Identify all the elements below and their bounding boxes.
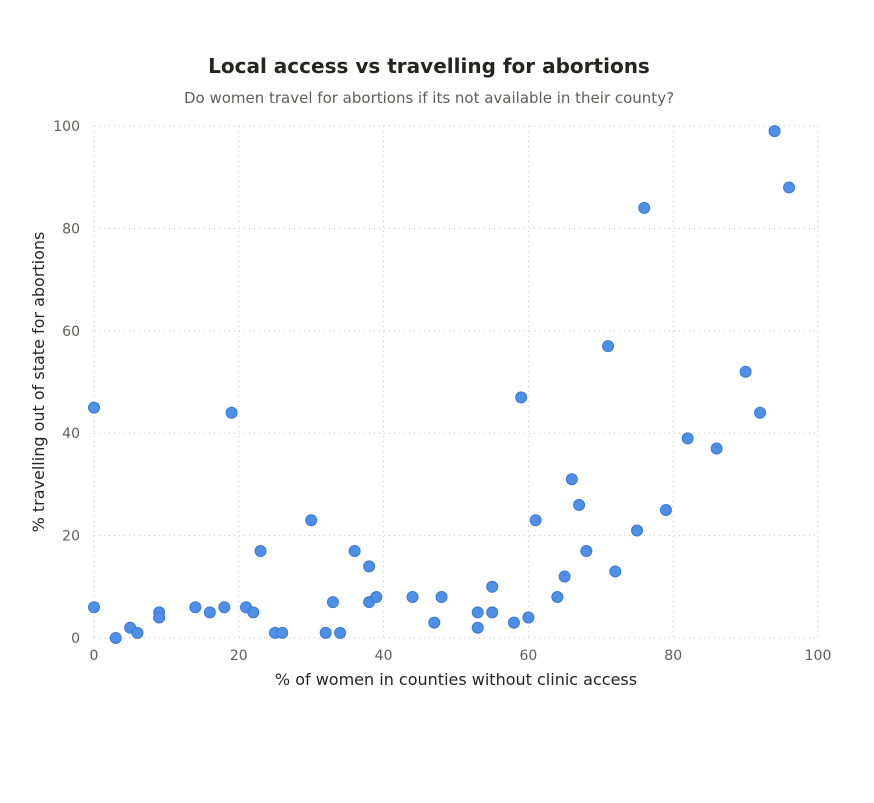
data-point[interactable] (638, 201, 651, 214)
data-point[interactable] (247, 606, 260, 619)
data-point[interactable] (515, 391, 528, 404)
data-point[interactable] (471, 606, 484, 619)
data-point[interactable] (739, 365, 752, 378)
data-point[interactable] (276, 626, 289, 639)
data-point[interactable] (153, 611, 166, 624)
data-point[interactable] (406, 591, 419, 604)
data-point[interactable] (225, 406, 238, 419)
gridlines (93, 125, 819, 639)
data-point[interactable] (88, 401, 100, 414)
data-point[interactable] (203, 606, 216, 619)
data-point[interactable] (254, 544, 267, 557)
chart-subtitle: Do women travel for abortions if its not… (184, 89, 674, 107)
x-tick-label: 40 (375, 648, 393, 664)
data-point[interactable] (486, 580, 499, 593)
data-point[interactable] (558, 570, 571, 583)
x-tick-label: 100 (805, 648, 832, 664)
data-point[interactable] (189, 601, 202, 614)
data-point[interactable] (218, 601, 231, 614)
data-point[interactable] (507, 616, 520, 629)
y-tick-label: 0 (71, 631, 80, 647)
data-point[interactable] (486, 606, 499, 619)
data-point[interactable] (522, 611, 535, 624)
x-tick-label: 60 (519, 648, 537, 664)
data-point[interactable] (529, 514, 542, 527)
data-point[interactable] (710, 442, 723, 455)
y-tick-label: 20 (62, 529, 80, 545)
data-point[interactable] (659, 504, 672, 516)
data-point[interactable] (109, 632, 122, 644)
data-point[interactable] (370, 591, 383, 604)
data-point[interactable] (428, 616, 441, 629)
data-point[interactable] (326, 596, 339, 609)
x-tick-label: 80 (664, 648, 682, 664)
data-point[interactable] (348, 544, 361, 557)
data-points (88, 125, 796, 644)
data-point[interactable] (580, 544, 593, 557)
data-point[interactable] (334, 626, 347, 639)
data-point[interactable] (471, 621, 484, 634)
data-point[interactable] (131, 626, 144, 639)
x-tick-label: 0 (90, 648, 99, 664)
x-axis-title: % of women in counties without clinic ac… (275, 670, 637, 689)
data-point[interactable] (768, 125, 781, 138)
data-point[interactable] (681, 432, 694, 445)
data-point[interactable] (631, 524, 643, 537)
data-point[interactable] (363, 560, 376, 573)
data-point[interactable] (435, 591, 448, 604)
y-tick-label: 40 (62, 426, 80, 442)
data-point[interactable] (602, 340, 615, 353)
data-point[interactable] (565, 473, 578, 486)
data-point[interactable] (551, 591, 564, 604)
data-point[interactable] (609, 565, 622, 578)
y-tick-label: 100 (53, 119, 80, 135)
data-point[interactable] (88, 601, 100, 614)
data-point[interactable] (573, 498, 586, 511)
chart-title: Local access vs travelling for abortions (208, 54, 650, 78)
data-point[interactable] (783, 181, 796, 194)
tick-labels: 0 20 40 60 80 100 0 20 40 60 80 100 (53, 119, 831, 664)
y-tick-label: 60 (62, 324, 80, 340)
x-tick-label: 20 (230, 648, 248, 664)
y-axis-title: % travelling out of state for abortions (29, 232, 48, 533)
data-point[interactable] (319, 626, 332, 639)
y-tick-label: 80 (62, 221, 80, 237)
data-point[interactable] (754, 406, 767, 419)
data-point[interactable] (305, 514, 318, 527)
